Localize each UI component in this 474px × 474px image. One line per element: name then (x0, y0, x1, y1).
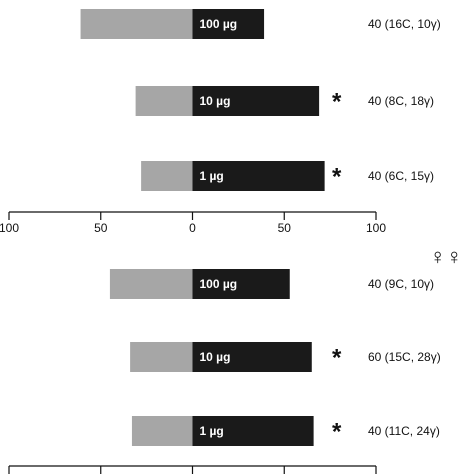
bar (80, 9, 193, 39)
row-label: 40 (16C, 10γ) (368, 17, 441, 31)
significance-marker: * (332, 88, 342, 115)
x-tick-label: 50 (278, 221, 292, 235)
bar-label: 100 µg (200, 17, 238, 31)
bar (131, 416, 193, 446)
bar (141, 161, 193, 191)
x-tick-label: 100 (366, 221, 386, 235)
bar (192, 269, 290, 299)
annotation: ♀♀ (430, 244, 463, 269)
row-label: 40 (6C, 15γ) (368, 169, 434, 183)
row-label: 40 (9C, 10γ) (368, 277, 434, 291)
bar-label: 10 µg (200, 94, 231, 108)
significance-marker: * (332, 418, 342, 445)
row-label: 40 (8C, 18γ) (368, 94, 434, 108)
x-tick-label: 100 (0, 221, 19, 235)
bar-label: 1 µg (200, 424, 224, 438)
significance-marker: * (332, 344, 342, 371)
bar (192, 416, 314, 446)
bar (192, 86, 320, 116)
bar (109, 269, 193, 299)
x-tick-label: 0 (189, 221, 196, 235)
bar (135, 86, 193, 116)
bar (192, 342, 312, 372)
bar (130, 342, 193, 372)
bar-label: 100 µg (200, 277, 238, 291)
bar-label: 1 µg (200, 169, 224, 183)
row-label: 40 (11C, 24γ) (368, 424, 440, 438)
bar-label: 10 µg (200, 350, 231, 364)
x-tick-label: 50 (94, 221, 108, 235)
bar (192, 9, 265, 39)
row-label: 60 (15C, 28γ) (368, 350, 441, 364)
significance-marker: * (332, 163, 342, 190)
bar (192, 161, 325, 191)
